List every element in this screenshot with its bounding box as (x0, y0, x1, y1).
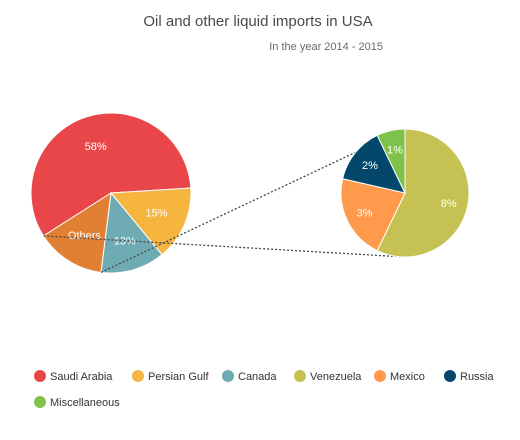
others-slice-miscellaneous[interactable] (376, 128, 406, 194)
connector-line-bottom (43, 235, 406, 258)
legend-item-saudi-arabia[interactable]: Saudi Arabia (34, 370, 113, 383)
chart-subtitle: In the year 2014 - 2015 (269, 41, 383, 53)
main-slice-persian-gulf[interactable] (109, 187, 192, 256)
legend-item-canada[interactable]: Canada (222, 370, 277, 383)
others-slice-russia[interactable] (342, 134, 406, 194)
legend-label-russia: Russia (460, 371, 495, 383)
connector-lines (43, 128, 406, 273)
main-slice-others[interactable] (42, 192, 112, 273)
others-label-russia: 2% (362, 160, 378, 172)
others-slice-mexico[interactable] (340, 178, 406, 252)
legend-item-miscellaneous[interactable]: Miscellaneous (34, 396, 120, 409)
main-slice-saudi-arabia[interactable] (30, 112, 192, 237)
legend-marker-persian-gulf (132, 370, 144, 382)
others-label-miscellaneous: 1% (387, 144, 403, 156)
legend-label-saudi-arabia: Saudi Arabia (50, 371, 113, 383)
chart-title: Oil and other liquid imports in USA (143, 13, 372, 30)
legend-item-mexico[interactable]: Mexico (374, 370, 425, 383)
legend-label-venezuela: Venezuela (310, 371, 362, 383)
others-pie: 8% 3% 2% 1% (340, 128, 470, 258)
legend-label-mexico: Mexico (390, 371, 425, 383)
legend-marker-russia (444, 370, 456, 382)
others-label-venezuela: 8% (441, 198, 457, 210)
legend-marker-venezuela (294, 370, 306, 382)
legend-marker-canada (222, 370, 234, 382)
legend: Saudi Arabia Persian Gulf Canada Venezuela M… (34, 370, 495, 409)
legend-item-russia[interactable]: Russia (444, 370, 495, 383)
main-label-others: Others (68, 230, 102, 242)
main-label-saudi-arabia: 58% (85, 141, 107, 153)
main-label-canada: 13% (114, 236, 136, 248)
legend-item-persian-gulf[interactable]: Persian Gulf (132, 370, 209, 383)
legend-label-persian-gulf: Persian Gulf (148, 371, 209, 383)
main-label-persian-gulf: 15% (145, 208, 167, 220)
legend-marker-saudi-arabia (34, 370, 46, 382)
legend-marker-miscellaneous (34, 396, 46, 408)
legend-label-miscellaneous: Miscellaneous (50, 397, 120, 409)
connector-line-top (100, 128, 406, 273)
legend-item-venezuela[interactable]: Venezuela (294, 370, 362, 383)
legend-label-canada: Canada (238, 371, 277, 383)
others-slice-venezuela[interactable] (376, 128, 470, 258)
others-label-mexico: 3% (357, 207, 373, 219)
legend-marker-mexico (374, 370, 386, 382)
main-pie: 58% 15% 13% Others (30, 112, 192, 274)
